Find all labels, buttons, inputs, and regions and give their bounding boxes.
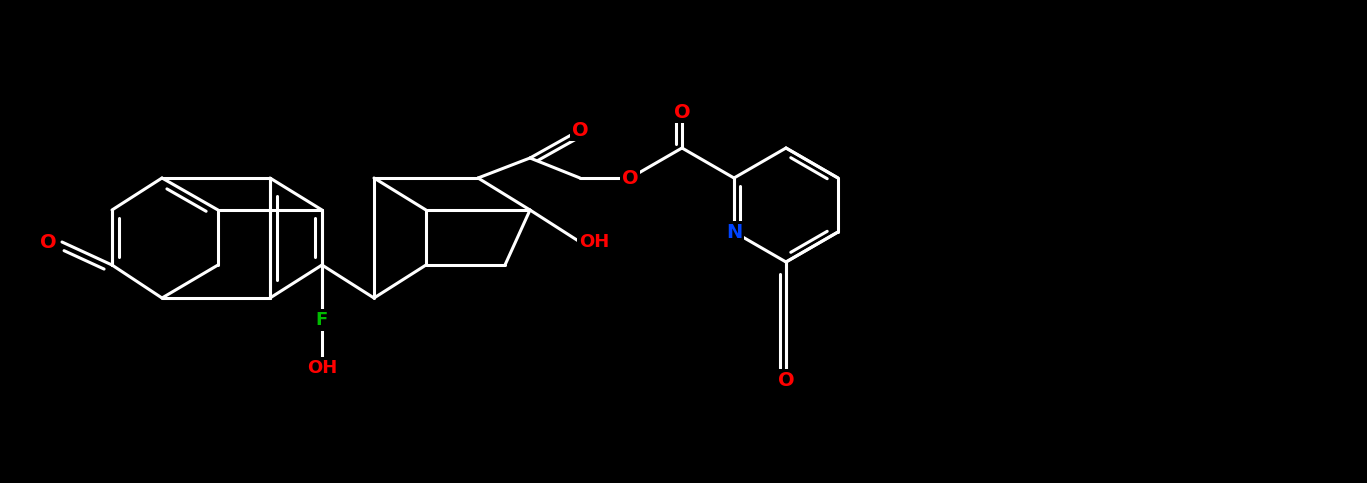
Text: O: O [778, 370, 794, 389]
Text: O: O [674, 102, 690, 122]
Text: O: O [622, 169, 638, 187]
Text: O: O [571, 120, 588, 140]
Text: OH: OH [306, 359, 338, 377]
Text: N: N [726, 223, 742, 242]
Text: F: F [316, 311, 328, 329]
Text: OH: OH [578, 233, 610, 251]
Text: O: O [40, 232, 56, 252]
